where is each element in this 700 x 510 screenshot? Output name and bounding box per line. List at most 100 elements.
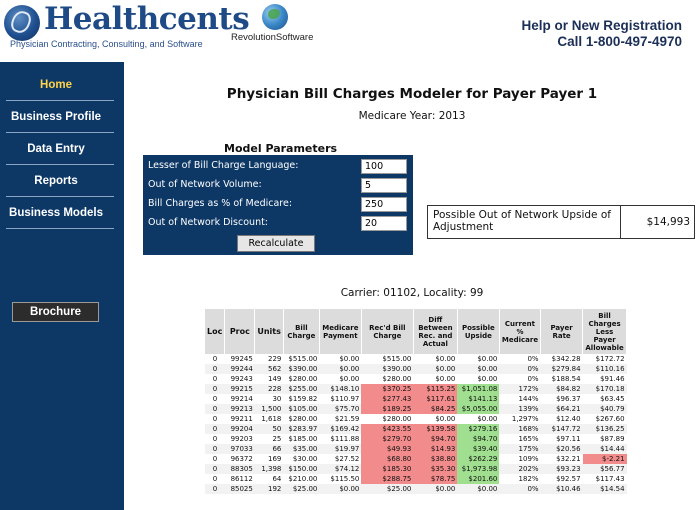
cell-units: 1,398 xyxy=(254,464,284,474)
logo-name: Healthcents xyxy=(44,1,250,37)
cell-loc: 0 xyxy=(205,444,225,454)
cell-proc: 96372 xyxy=(230,454,253,463)
cell-pct: 1,297% xyxy=(511,414,539,423)
cell-upside: $1,051.08 xyxy=(457,384,500,394)
cell-units: 1,618 xyxy=(261,414,282,423)
revolution-software-logo[interactable]: RevolutionSoftware xyxy=(226,4,336,46)
nav-divider xyxy=(6,164,114,165)
cell-medicare: $74.12 xyxy=(319,464,362,474)
oon-volume-input[interactable]: 5 xyxy=(361,178,407,193)
cell-recd: $280.00 xyxy=(382,374,412,383)
oon-discount-input[interactable]: 20 xyxy=(361,216,407,231)
cell-payer: $20.56 xyxy=(540,444,583,454)
col-header-medicare-payment: Medicare Payment xyxy=(319,309,362,354)
table-row: 0 88305 1,398 $150.00 $74.12 $185.30 $35.30 $1,… xyxy=(205,464,627,474)
cell-payer: $32.21 xyxy=(556,454,581,463)
cell-proc: 99214 xyxy=(230,394,253,403)
cell-bill: $105.00 xyxy=(283,404,320,414)
cell-recd: $68.80 xyxy=(361,454,414,464)
col-header-diff: Diff Between Rec. and Actual xyxy=(413,309,458,354)
cell-less: $14.44 xyxy=(582,444,627,454)
brochure-button[interactable]: Brochure xyxy=(12,302,99,322)
cell-diff: $84.25 xyxy=(413,404,458,414)
cell-pct: 0% xyxy=(499,364,541,374)
carrier-locality: Carrier: 01102, Locality: 99 xyxy=(340,287,484,299)
col-header-recd-bill-charge: Rec'd Bill Charge xyxy=(361,309,414,354)
sidebar-item-business-models[interactable]: Business Models xyxy=(9,207,103,219)
param-label-bill-charges-pct: Bill Charges as % of Medicare: xyxy=(148,198,293,209)
cell-diff: $0.00 xyxy=(435,374,456,383)
cell-units: 228 xyxy=(254,384,284,394)
lesser-of-input[interactable]: 100 xyxy=(361,159,407,174)
cell-loc: 0 xyxy=(205,464,225,474)
cell-loc: 0 xyxy=(212,354,218,363)
cell-bill: $515.00 xyxy=(288,354,318,363)
cell-units: 25 xyxy=(272,434,282,443)
cell-less: $110.16 xyxy=(582,364,627,374)
cell-bill: $159.82 xyxy=(288,394,318,403)
cell-loc: 0 xyxy=(212,434,218,443)
nav-divider xyxy=(6,228,114,229)
cell-medicare: $0.00 xyxy=(339,374,360,383)
bill-charges-pct-input[interactable]: 250 xyxy=(361,197,407,212)
cell-diff: $0.00 xyxy=(435,414,456,423)
col-header-units: Units xyxy=(254,309,284,354)
cell-units: 50 xyxy=(254,424,284,434)
cell-pct: 144% xyxy=(518,394,539,403)
table-header-row: Loc Proc Units Bill Charge Medicare Paym… xyxy=(205,309,628,354)
cell-recd: $25.00 xyxy=(361,484,414,494)
table-row: 0 99214 30 $159.82 $110.97 $277.43 $117.61 $141… xyxy=(205,394,627,404)
cell-loc: 0 xyxy=(205,484,225,494)
cell-units: 66 xyxy=(254,444,284,454)
cell-proc: 99211 xyxy=(230,414,253,423)
cell-recd: $280.00 xyxy=(382,414,412,423)
cell-bill: $25.00 xyxy=(283,484,320,494)
sidebar-item-data-entry[interactable]: Data Entry xyxy=(27,143,85,155)
cell-pct: 182% xyxy=(518,474,539,483)
col-header-loc: Loc xyxy=(205,309,226,354)
cell-less: $136.25 xyxy=(582,424,627,434)
cell-less: $-2.21 xyxy=(582,454,627,464)
cell-proc: 99244 xyxy=(224,364,255,374)
cell-payer: $96.37 xyxy=(556,394,581,403)
cell-bill: $390.00 xyxy=(283,364,320,374)
cell-upside: $1,973.98 xyxy=(457,464,500,474)
cell-loc: 0 xyxy=(212,454,218,463)
header: Healthcents Physician Contracting, Consu… xyxy=(0,0,700,62)
cell-medicare: $115.50 xyxy=(330,474,360,483)
cell-units: 149 xyxy=(268,374,282,383)
sidebar-item-reports[interactable]: Reports xyxy=(34,175,78,187)
cell-less: $14.54 xyxy=(582,484,627,494)
cell-bill: $150.00 xyxy=(283,464,320,474)
recalculate-button[interactable]: Recalculate xyxy=(237,235,315,252)
cell-recd: $370.25 xyxy=(361,384,414,394)
sidebar: Home Business Profile Data Entry Reports… xyxy=(0,62,124,510)
cell-payer: $279.84 xyxy=(540,364,583,374)
cell-bill: $35.00 xyxy=(283,444,320,454)
cell-pct: 172% xyxy=(499,384,541,394)
cell-bill: $255.00 xyxy=(283,384,320,394)
table-row: 0 99244 562 $390.00 $0.00 $390.00 $0.00 $0.00 0%… xyxy=(205,364,627,374)
cell-units: 169 xyxy=(268,454,282,463)
cell-diff: $115.25 xyxy=(413,384,458,394)
cell-proc: 99243 xyxy=(230,374,253,383)
cell-bill: $280.00 xyxy=(288,374,318,383)
cell-proc: 88305 xyxy=(224,464,255,474)
cell-loc: 0 xyxy=(212,394,218,403)
upside-label: Possible Out of Network Upside of Adjust… xyxy=(433,209,611,233)
cell-less: $267.60 xyxy=(595,414,625,423)
cell-pct: 0% xyxy=(527,354,539,363)
cell-less: $117.43 xyxy=(595,474,625,483)
divider xyxy=(620,206,621,238)
cell-recd: $185.30 xyxy=(361,464,414,474)
healthcents-logo[interactable]: Healthcents Physician Contracting, Consu… xyxy=(4,1,250,55)
cell-less: $63.45 xyxy=(600,394,625,403)
cell-less: $170.18 xyxy=(582,384,627,394)
sidebar-item-home[interactable]: Home xyxy=(40,79,72,91)
col-header-possible-upside: Possible Upside xyxy=(457,309,500,354)
sidebar-item-business-profile[interactable]: Business Profile xyxy=(10,111,102,123)
charges-table: Loc Proc Units Bill Charge Medicare Paym… xyxy=(205,309,628,494)
cell-medicare: $111.88 xyxy=(330,434,360,443)
cell-medicare: $0.00 xyxy=(319,484,362,494)
param-label-lesser-of: Lesser of Bill Charge Language: xyxy=(148,160,299,171)
